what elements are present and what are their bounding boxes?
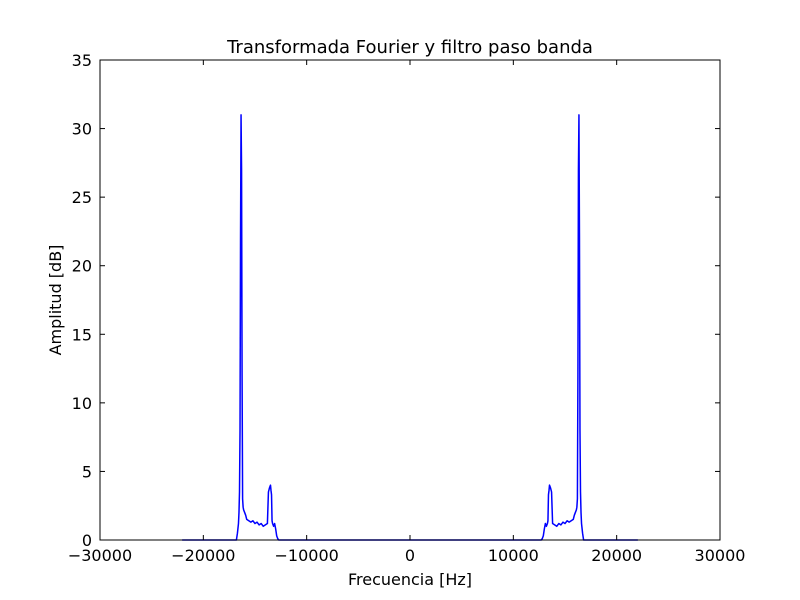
x-tick-label: 10000 (488, 546, 539, 565)
y-axis: 0 5 10 15 20 25 30 35 (72, 51, 720, 550)
x-tick-label: −30000 (68, 546, 132, 565)
x-tick-label: 0 (405, 546, 415, 565)
x-tick-label: 20000 (591, 546, 642, 565)
y-axis-label: Amplitud [dB] (46, 245, 65, 356)
x-axis: −30000 −20000 −10000 0 10000 20000 30000 (68, 60, 746, 565)
y-tick-label: 15 (72, 325, 92, 344)
y-tick-label: 5 (82, 462, 92, 481)
y-tick-label: 0 (82, 531, 92, 550)
y-tick-label: 20 (72, 257, 92, 276)
y-tick-label: 30 (72, 120, 92, 139)
series-line-0 (182, 114, 638, 541)
plot-area (182, 114, 638, 541)
x-tick-label: −10000 (275, 546, 339, 565)
plot-frame (99, 59, 721, 541)
x-tick-label: 30000 (695, 546, 746, 565)
y-tick-label: 10 (72, 394, 92, 413)
y-tick-label: 35 (72, 51, 92, 70)
chart-title: Transformada Fourier y filtro paso banda (226, 37, 593, 58)
y-tick-label: 25 (72, 188, 92, 207)
x-tick-label: −20000 (171, 546, 235, 565)
x-axis-label: Frecuencia [Hz] (348, 570, 472, 589)
